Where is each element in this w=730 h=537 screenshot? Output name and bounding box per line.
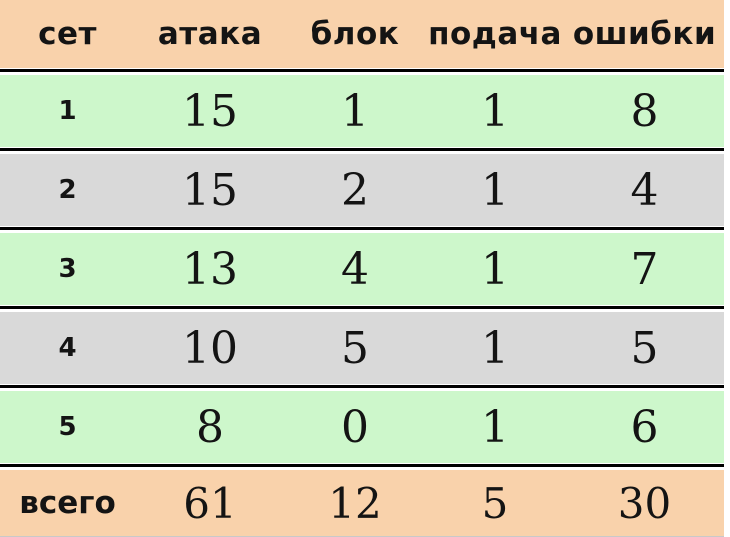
serve-cell: 1 xyxy=(481,322,509,374)
total-block-cell: 12 xyxy=(328,478,382,528)
total-attack-cell: 61 xyxy=(183,478,237,528)
serve-cell: 1 xyxy=(481,243,509,295)
set-number-cell: 2 xyxy=(58,175,77,205)
table-row-set-4: 4 10 5 1 5 xyxy=(0,312,724,384)
total-errors-cell: 30 xyxy=(617,478,672,528)
row-divider xyxy=(0,227,724,233)
errors-cell: 5 xyxy=(630,322,659,374)
block-cell: 2 xyxy=(341,164,369,216)
serve-cell: 1 xyxy=(481,401,509,453)
total-serve-cell: 5 xyxy=(481,478,509,528)
block-cell: 5 xyxy=(341,322,369,374)
table-row-set-5: 5 8 0 1 6 xyxy=(0,391,724,463)
row-divider xyxy=(0,69,724,75)
table-row-set-3: 3 13 4 1 7 xyxy=(0,233,724,305)
header-cell-set: сет xyxy=(38,16,97,52)
attack-cell: 15 xyxy=(182,85,238,137)
errors-cell: 7 xyxy=(630,243,659,295)
row-divider xyxy=(0,148,724,154)
set-number-cell: 5 xyxy=(58,412,77,442)
block-cell: 0 xyxy=(341,401,369,453)
serve-cell: 1 xyxy=(481,164,509,216)
block-cell: 4 xyxy=(341,243,369,295)
table-row-set-1: 1 15 1 1 8 xyxy=(0,75,724,147)
set-number-cell: 4 xyxy=(58,333,77,363)
row-divider xyxy=(0,385,724,391)
block-cell: 1 xyxy=(341,85,369,137)
errors-cell: 6 xyxy=(630,401,659,453)
table-row-set-2: 2 15 2 1 4 xyxy=(0,154,724,226)
header-cell-errors: ошибки xyxy=(572,16,717,52)
set-number-cell: 1 xyxy=(58,96,77,126)
attack-cell: 15 xyxy=(182,164,238,216)
errors-cell: 4 xyxy=(630,164,659,216)
row-divider xyxy=(0,306,724,312)
table-header-row: сет атака блок подача ошибки xyxy=(0,0,724,68)
total-label: всего xyxy=(19,485,116,521)
errors-cell: 8 xyxy=(630,85,659,137)
row-divider xyxy=(0,464,724,470)
header-cell-serve: подача xyxy=(428,16,562,52)
attack-cell: 10 xyxy=(182,322,238,374)
attack-cell: 8 xyxy=(196,401,224,453)
attack-cell: 13 xyxy=(182,243,238,295)
header-cell-block: блок xyxy=(310,16,400,52)
serve-cell: 1 xyxy=(481,85,509,137)
table-total-row: всего 61 12 5 30 xyxy=(0,470,724,536)
header-cell-attack: атака xyxy=(157,16,263,52)
set-number-cell: 3 xyxy=(58,254,77,284)
